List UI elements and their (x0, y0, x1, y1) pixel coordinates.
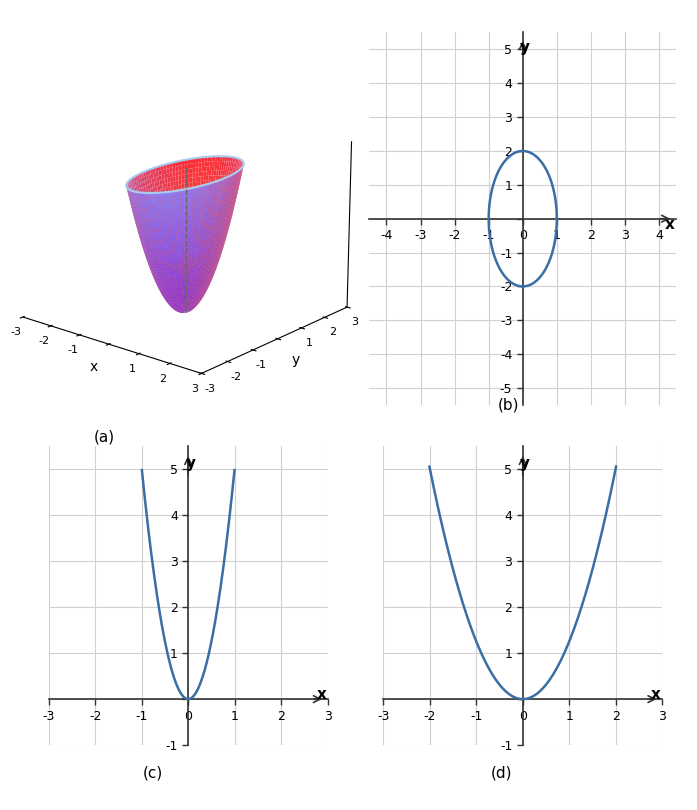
Text: x: x (316, 688, 326, 702)
Text: (c): (c) (143, 765, 164, 781)
Text: y: y (185, 456, 195, 471)
Text: y: y (520, 40, 530, 55)
Text: (d): (d) (491, 765, 512, 781)
Text: y: y (520, 456, 530, 471)
Text: (b): (b) (498, 397, 519, 412)
Y-axis label: y: y (291, 353, 300, 367)
Text: x: x (665, 217, 675, 232)
Text: x: x (651, 688, 661, 702)
Text: (a): (a) (94, 429, 115, 445)
X-axis label: x: x (89, 360, 98, 373)
